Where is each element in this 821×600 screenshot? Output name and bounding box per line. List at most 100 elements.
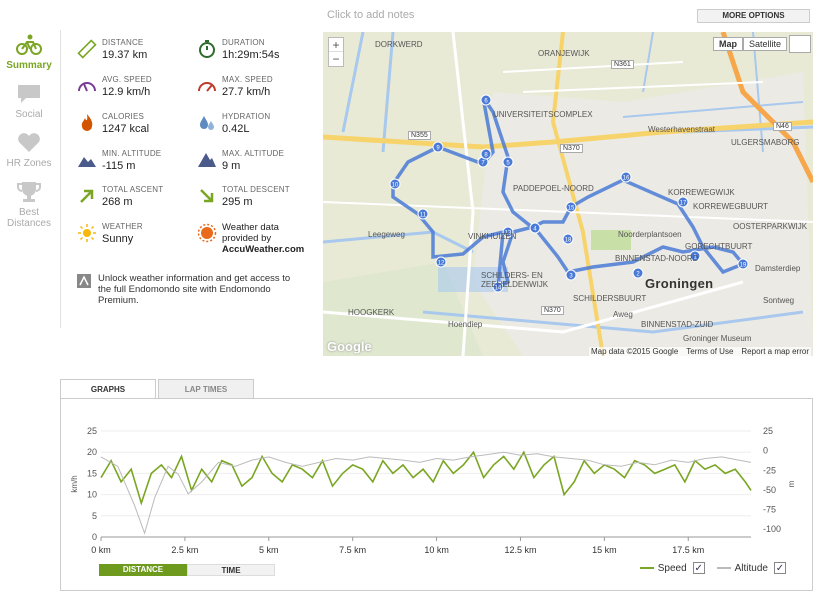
svg-text:2: 2 xyxy=(636,272,640,278)
stat-value: 12.9 km/h xyxy=(102,86,151,98)
route-marker[interactable]: 3 xyxy=(565,269,577,281)
accuweather-line3: AccuWeather.com xyxy=(222,244,305,255)
stat-duration: DURATION 1h:29m:54s xyxy=(196,38,279,61)
nav-social[interactable]: Social xyxy=(14,79,44,120)
accuweather-sun-icon xyxy=(196,222,218,244)
map-label: Sontweg xyxy=(763,296,795,305)
route-marker[interactable]: 17 xyxy=(677,196,689,208)
premium-unlock-note[interactable]: Unlock weather information and get acces… xyxy=(76,273,306,306)
water-drop-icon xyxy=(196,112,218,134)
svg-text:13: 13 xyxy=(505,231,512,237)
map-label: Groninger Museum xyxy=(683,334,752,343)
map-type-toggle: Map Satellite xyxy=(712,37,787,51)
speech-bubble-icon xyxy=(14,79,44,109)
notes-input[interactable]: Click to add notes xyxy=(327,9,415,21)
x-tick-label: 7.5 km xyxy=(339,545,366,555)
svg-text:18: 18 xyxy=(565,238,572,244)
zoom-out-button[interactable]: − xyxy=(332,52,340,66)
route-map[interactable]: 1 2 3 4 5 6 7 8 9 10 11 12 13 14 15 16 17 18 19 + − Map Sa… xyxy=(323,32,813,356)
stat-label: TOTAL ASCENT xyxy=(102,185,164,194)
legend-altitude-checkbox[interactable]: ✓ xyxy=(774,562,786,574)
map-label: ULGERSMABORG xyxy=(731,138,800,147)
route-marker[interactable]: 6 xyxy=(480,94,492,106)
nav-summary[interactable]: Summary xyxy=(6,30,52,71)
stat-distance: DISTANCE 19.37 km xyxy=(76,38,147,61)
arrow-down-right-icon xyxy=(196,185,218,207)
terms-link[interactable]: Terms of Use xyxy=(686,347,734,356)
mountain-low-icon xyxy=(76,149,98,171)
map-footer: Map data ©2015 Google Terms of Use Repor… xyxy=(588,347,811,356)
more-options-button[interactable]: MORE OPTIONS xyxy=(697,9,810,23)
road-shield: N361 xyxy=(611,60,634,69)
route-marker[interactable]: 5 xyxy=(502,156,514,168)
report-error-link[interactable]: Report a map error xyxy=(741,347,809,356)
legend-speed-checkbox[interactable]: ✓ xyxy=(692,562,705,574)
stat-value: 1h:29m:54s xyxy=(222,49,280,61)
x-tick-label: 15 km xyxy=(592,545,617,555)
stat-avg-speed: AVG. SPEED 12.9 km/h xyxy=(76,75,152,98)
altitude-series-line xyxy=(100,451,752,535)
map-type-satellite-button[interactable]: Satellite xyxy=(742,37,787,51)
route-marker[interactable]: 19 xyxy=(737,258,749,270)
map-type-map-button[interactable]: Map xyxy=(712,37,743,51)
zoom-in-button[interactable]: + xyxy=(329,38,343,52)
heart-icon xyxy=(14,128,44,158)
stat-label: MAX. ALTITUDE xyxy=(222,149,285,158)
tab-graphs[interactable]: GRAPHS xyxy=(60,379,156,399)
stat-value: Sunny xyxy=(102,233,134,245)
svg-text:9: 9 xyxy=(436,146,440,152)
stat-label: HYDRATION xyxy=(222,112,271,121)
map-label: ORANJEWIJK xyxy=(538,49,590,58)
stat-label: MIN. ALTITUDE xyxy=(102,149,162,158)
route-marker[interactable]: 16 xyxy=(620,171,632,183)
toggle-distance[interactable]: DISTANCE xyxy=(99,564,187,576)
x-tick-label: 17.5 km xyxy=(672,545,704,555)
y-left-tick-label: 10 xyxy=(87,490,97,500)
map-label: UNIVERSITEITSCOMPLEX xyxy=(493,110,593,119)
stat-label: MAX. SPEED xyxy=(222,75,273,84)
y-left-tick-label: 15 xyxy=(87,468,97,478)
tab-lap-times[interactable]: LAP TIMES xyxy=(158,379,254,399)
y-left-tick-label: 20 xyxy=(87,447,97,457)
route-marker[interactable]: 2 xyxy=(632,267,644,279)
road-shield: N355 xyxy=(408,131,431,140)
x-tick-label: 12.5 km xyxy=(504,545,536,555)
map-label: ZEEHELDENWIJK xyxy=(481,280,549,289)
route-marker[interactable]: 18 xyxy=(562,233,574,245)
route-marker[interactable]: 13 xyxy=(502,226,514,238)
stat-value: 9 m xyxy=(222,160,241,172)
stat-label: TOTAL DESCENT xyxy=(222,185,290,194)
svg-text:14: 14 xyxy=(495,286,502,292)
nav-hr-zones[interactable]: HR Zones xyxy=(6,128,52,169)
y-right-tick-label: 25 xyxy=(763,426,773,436)
route-marker[interactable]: 12 xyxy=(435,256,447,268)
stat-label: DURATION xyxy=(222,38,265,47)
nav-best-distances[interactable]: Best Distances xyxy=(4,177,54,229)
premium-icon xyxy=(76,273,92,306)
svg-text:17: 17 xyxy=(680,201,687,207)
map-label: Damsterdiep xyxy=(755,264,801,273)
stat-min-altitude: MIN. ALTITUDE -115 m xyxy=(76,149,161,172)
svg-text:15: 15 xyxy=(568,206,575,212)
route-marker[interactable]: 11 xyxy=(417,208,429,220)
route-marker[interactable]: 14 xyxy=(492,281,504,293)
route-marker[interactable]: 8 xyxy=(480,148,492,160)
toggle-time[interactable]: TIME xyxy=(187,564,275,576)
gauge-max-icon xyxy=(196,75,218,97)
map-label: Aweg xyxy=(613,310,633,319)
svg-text:7: 7 xyxy=(481,161,485,167)
route-marker[interactable]: 9 xyxy=(432,141,444,153)
route-marker[interactable]: 4 xyxy=(529,222,541,234)
mountain-high-icon xyxy=(196,149,218,171)
stat-max-speed: MAX. SPEED 27.7 km/h xyxy=(196,75,273,98)
svg-text:8: 8 xyxy=(484,153,488,159)
accuweather-credit[interactable]: Weather data provided by AccuWeather.com xyxy=(196,222,304,255)
fullscreen-button[interactable] xyxy=(789,35,811,53)
route-marker[interactable]: 10 xyxy=(389,178,401,190)
stat-value: 1247 kcal xyxy=(102,123,150,135)
y-right-tick-label: -25 xyxy=(763,465,776,475)
route-marker[interactable]: 15 xyxy=(565,201,577,213)
ruler-icon xyxy=(76,38,98,60)
route-marker[interactable]: 1 xyxy=(689,250,701,262)
